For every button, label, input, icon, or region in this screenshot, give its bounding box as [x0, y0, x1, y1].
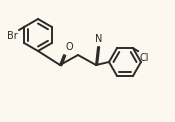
- Text: N: N: [95, 34, 103, 44]
- Text: O: O: [65, 42, 73, 52]
- Text: Cl: Cl: [139, 53, 149, 63]
- Text: Br: Br: [7, 31, 18, 41]
